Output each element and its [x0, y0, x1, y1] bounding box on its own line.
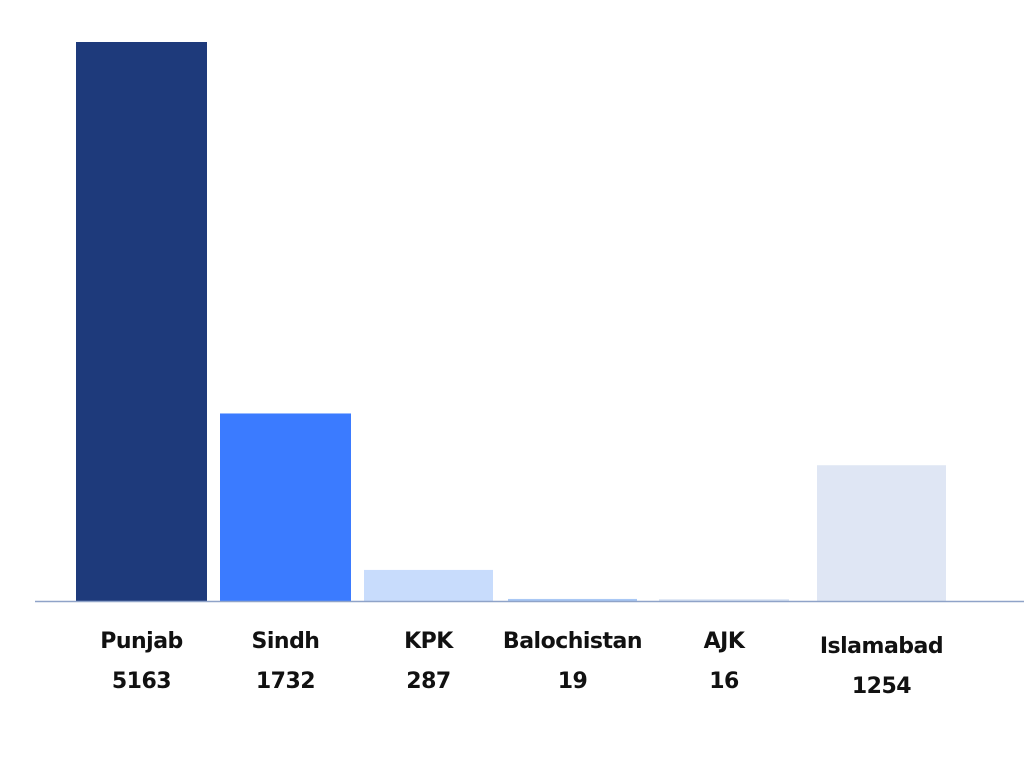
category-label: KPK: [404, 629, 454, 654]
category-label: Islamabad: [820, 634, 943, 659]
bar: [817, 465, 946, 601]
value-label: 5163: [112, 669, 171, 694]
value-label: 16: [709, 669, 739, 694]
value-label: 19: [558, 669, 588, 694]
bar: [220, 413, 351, 601]
value-label: 1732: [256, 669, 315, 694]
value-label: 287: [406, 669, 450, 694]
bar: [508, 598, 637, 601]
category-label: Punjab: [100, 629, 183, 654]
value-label: 1254: [852, 674, 911, 699]
category-label: Sindh: [252, 629, 320, 654]
category-label: Balochistan: [503, 629, 642, 654]
bar: [76, 42, 207, 601]
category-label: AJK: [704, 629, 746, 654]
bar: [364, 569, 493, 601]
bar: [659, 599, 789, 601]
